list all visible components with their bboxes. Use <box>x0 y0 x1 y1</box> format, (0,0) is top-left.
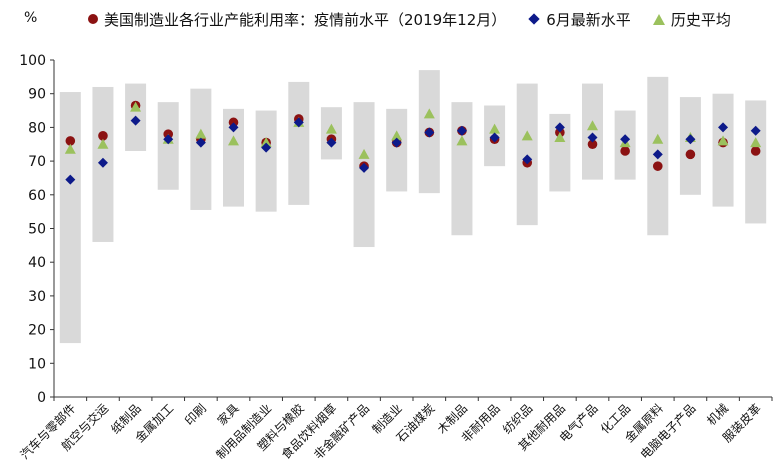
x-tick-label: 家具 <box>214 401 242 429</box>
historical-average-point <box>391 130 403 141</box>
historical-average-point <box>97 138 109 149</box>
june-latest-point <box>718 122 729 133</box>
y-tick-label: 90 <box>28 87 46 103</box>
historical-average-point <box>456 135 468 146</box>
y-tick-label: 0 <box>37 390 46 406</box>
june-latest-point <box>163 134 174 145</box>
range-bar <box>712 93 734 207</box>
range-bar <box>679 97 701 195</box>
y-tick-label: 10 <box>28 356 46 372</box>
june-latest-point <box>554 122 565 133</box>
y-tick-label: 40 <box>28 255 46 271</box>
range-bar <box>255 110 277 212</box>
range-bar <box>59 92 81 344</box>
range-bar <box>288 81 310 205</box>
june-latest-point <box>652 149 663 160</box>
y-tick-label: 70 <box>28 154 46 170</box>
pre-pandemic-point <box>228 117 239 128</box>
historical-average-point <box>423 108 435 119</box>
historical-average-point <box>260 137 272 148</box>
legend-triangle-marker-icon <box>652 13 665 25</box>
june-latest-point <box>130 115 141 126</box>
y-tick-label: 50 <box>28 222 46 238</box>
range-bar <box>353 102 375 248</box>
range-bar <box>516 83 538 226</box>
legend-item-pre-pandemic: 美国制造业各行业产能利用率：疫情前水平（2019年12月） <box>88 9 506 30</box>
june-latest-point <box>587 132 598 143</box>
x-tick-label: 机械 <box>704 401 732 429</box>
range-bar <box>745 100 767 224</box>
historical-average-point <box>717 135 729 146</box>
june-latest-point <box>228 122 239 133</box>
range-bar <box>190 88 212 210</box>
range-bar <box>157 102 179 190</box>
june-latest-point <box>326 137 337 148</box>
pre-pandemic-point <box>587 139 598 150</box>
legend: 美国制造业各行业产能利用率：疫情前水平（2019年12月） 6月最新水平 历史平… <box>88 8 731 30</box>
pre-pandemic-point <box>65 136 76 146</box>
pre-pandemic-point <box>98 131 108 141</box>
y-tick-label: 20 <box>28 323 46 339</box>
range-bar <box>386 108 408 192</box>
legend-label: 历史平均 <box>670 10 731 29</box>
june-latest-point <box>65 174 76 185</box>
historical-average-point <box>64 143 76 154</box>
legend-item-june-latest: 6月最新水平 <box>528 9 631 30</box>
legend-item-historical-average: 历史平均 <box>652 9 731 30</box>
pre-pandemic-point <box>750 146 761 156</box>
range-bar <box>549 113 571 192</box>
june-latest-point <box>391 137 402 148</box>
historical-average-point <box>195 128 207 139</box>
historical-average-point <box>554 132 566 143</box>
range-bar <box>451 102 473 236</box>
y-tick-label: 80 <box>28 120 46 136</box>
june-latest-point <box>750 125 761 136</box>
historical-average-point <box>489 123 501 134</box>
june-latest-point <box>97 157 108 168</box>
y-axis-unit: % <box>24 10 38 26</box>
historical-average-point <box>521 130 533 141</box>
legend-label: 6月最新水平 <box>546 10 631 29</box>
x-tick-label: 印刷 <box>182 401 209 428</box>
june-latest-point <box>424 127 435 138</box>
june-latest-point <box>359 162 370 173</box>
y-tick-label: 100 <box>19 53 46 69</box>
historical-average-point <box>587 120 598 131</box>
june-latest-point <box>195 137 206 148</box>
june-latest-point <box>620 134 631 145</box>
legend-circle-marker-icon <box>88 14 98 24</box>
historical-average-point <box>652 133 664 144</box>
range-bar <box>582 83 603 180</box>
june-latest-point <box>489 132 500 143</box>
pre-pandemic-point <box>620 146 630 156</box>
legend-label: 美国制造业各行业产能利用率：疫情前水平（2019年12月） <box>104 10 507 29</box>
y-tick-label: 60 <box>28 188 46 204</box>
june-latest-point <box>261 142 272 153</box>
pre-pandemic-point <box>685 149 696 160</box>
historical-average-point <box>228 135 239 146</box>
historical-average-point <box>325 123 337 134</box>
historical-average-point <box>750 137 762 148</box>
pre-pandemic-point <box>652 161 663 171</box>
june-latest-point <box>293 117 304 128</box>
june-latest-point <box>685 134 696 145</box>
june-latest-point <box>456 125 467 136</box>
y-tick-label: 30 <box>28 289 46 305</box>
historical-average-point <box>358 148 370 159</box>
june-latest-point <box>522 154 533 165</box>
historical-average-point <box>130 101 142 112</box>
range-bar <box>223 108 244 207</box>
